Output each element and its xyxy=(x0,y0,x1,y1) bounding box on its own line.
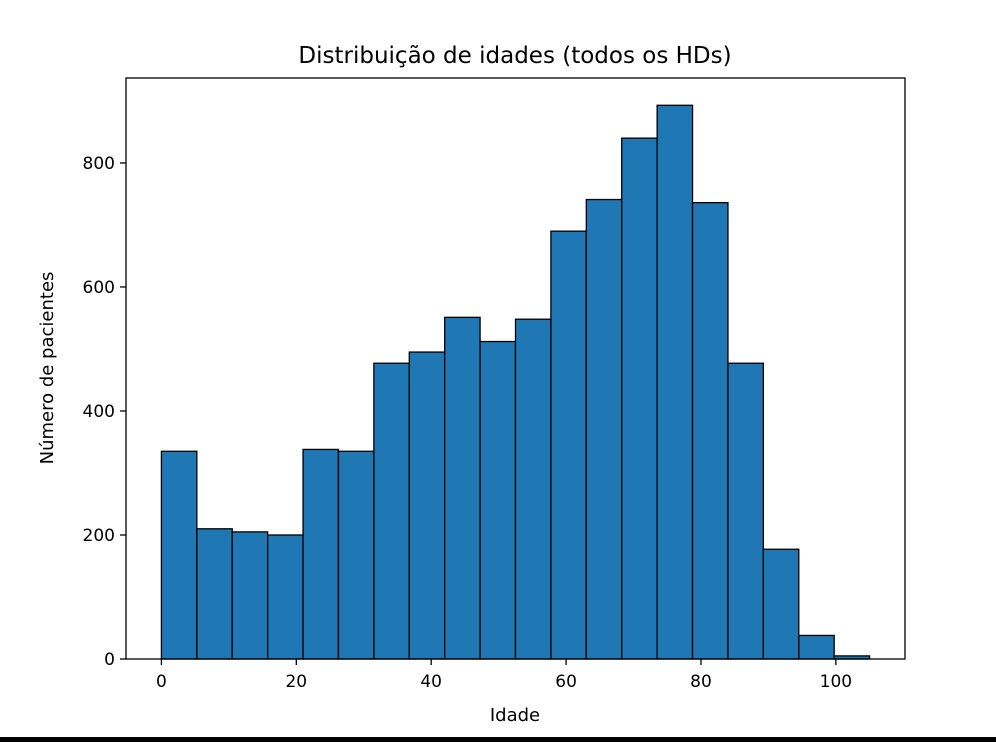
histogram-bar xyxy=(585,198,623,660)
histogram-bar xyxy=(514,318,552,660)
x-tick-label: 80 xyxy=(690,672,712,692)
x-tick-label: 100 xyxy=(820,672,852,692)
x-tick-label: 0 xyxy=(156,672,167,692)
histogram-bar xyxy=(231,531,269,660)
x-tick-label: 40 xyxy=(420,672,442,692)
histogram-bar xyxy=(196,528,233,660)
chart-title: Distribuição de idades (todos os HDs) xyxy=(298,43,731,69)
histogram-bar xyxy=(798,634,835,660)
histogram-bar xyxy=(479,340,517,660)
histogram-bar xyxy=(444,316,481,660)
histogram-bar xyxy=(373,362,410,660)
x-tick-label: 60 xyxy=(555,672,577,692)
histogram-bar xyxy=(550,230,587,660)
y-tick-label: 400 xyxy=(83,402,115,422)
histogram-bar xyxy=(302,448,340,660)
histogram-bar xyxy=(266,534,304,660)
histogram-bar xyxy=(762,548,800,660)
y-tick-label: 200 xyxy=(83,526,115,546)
bars xyxy=(160,104,871,660)
histogram-bar xyxy=(621,137,658,660)
y-tick-label: 600 xyxy=(83,278,115,298)
y-tick-label: 800 xyxy=(83,154,115,174)
y-axis-ticks: 0 200 400 600 800 xyxy=(83,154,126,670)
histogram-bar xyxy=(727,362,765,660)
histogram-bar xyxy=(691,201,729,660)
x-axis-ticks: 0 20 40 60 80 100 xyxy=(156,659,852,692)
x-axis-label: Idade xyxy=(490,705,540,726)
plot-frame xyxy=(125,77,906,660)
histogram-bar xyxy=(656,104,694,660)
histogram-bar xyxy=(160,450,198,660)
y-tick-label: 0 xyxy=(104,650,115,670)
x-tick-label: 20 xyxy=(285,672,307,692)
bottom-border xyxy=(0,737,996,742)
histogram-bar xyxy=(408,351,446,660)
histogram-bar xyxy=(337,450,375,660)
y-axis-label: Número de pacientes xyxy=(37,272,58,465)
